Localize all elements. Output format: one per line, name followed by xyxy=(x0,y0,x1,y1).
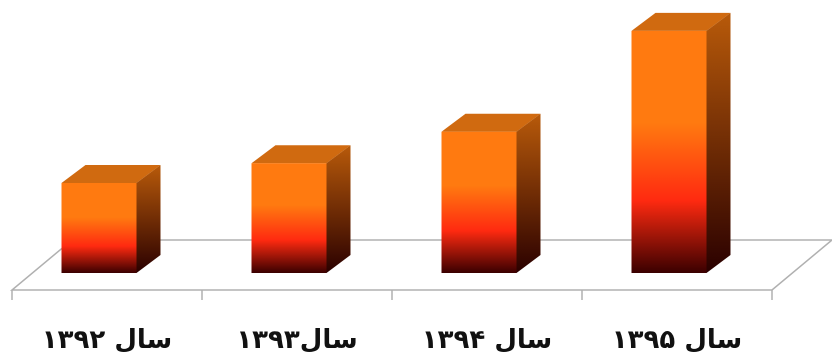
bars xyxy=(61,12,731,274)
x-tick-label: سال ۱۳۹۵ xyxy=(612,325,742,355)
bar-front-face xyxy=(631,30,707,274)
bar-side-face xyxy=(516,113,541,273)
x-tick-label: سال ۱۳۹۲ xyxy=(42,325,172,355)
bar-top-face xyxy=(631,12,731,31)
bar-side-face xyxy=(706,12,731,274)
bar-front-face xyxy=(251,163,327,273)
bar-front-face xyxy=(61,183,137,273)
bar-top-face xyxy=(61,165,161,183)
x-axis xyxy=(11,290,773,300)
bar xyxy=(441,113,541,273)
x-tick-label: سال۱۳۹۳ xyxy=(236,325,357,355)
bar xyxy=(251,145,351,273)
bar-top-face xyxy=(441,113,541,132)
x-axis-labels: سال ۱۳۹۲ سال۱۳۹۳ سال ۱۳۹۴ سال ۱۳۹۵ xyxy=(42,325,742,355)
bar xyxy=(61,165,161,273)
chart-floor xyxy=(9,239,832,291)
bar-side-face xyxy=(136,165,161,273)
bar-front-face xyxy=(441,131,517,273)
bar xyxy=(631,12,731,274)
bar-top-face xyxy=(251,145,351,164)
x-tick-label: سال ۱۳۹۴ xyxy=(422,325,552,355)
bar-side-face xyxy=(326,145,351,273)
